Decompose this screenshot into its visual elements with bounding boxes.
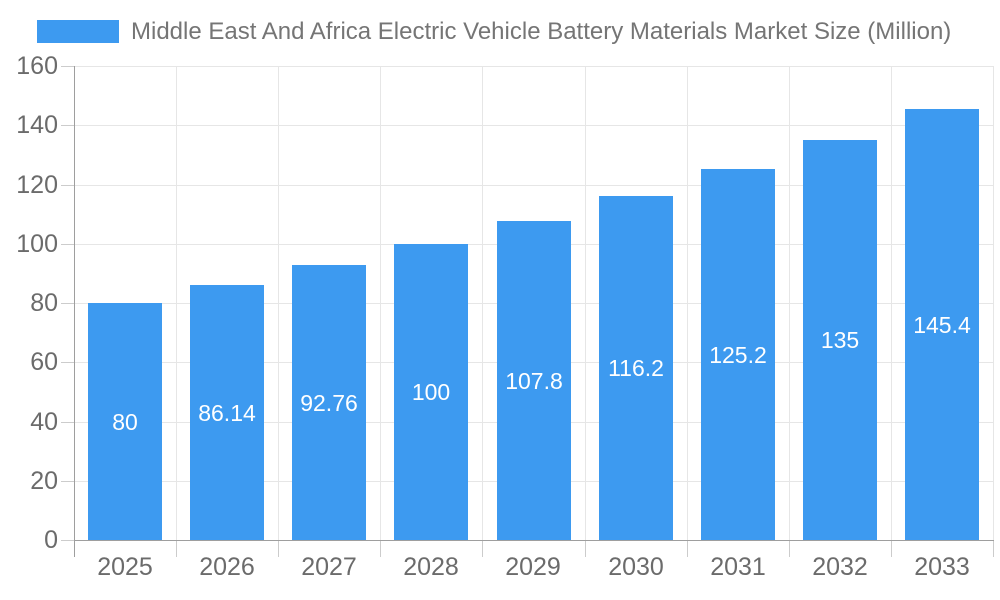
bar-2027[interactable] [292,265,366,540]
bar-2026[interactable] [190,285,264,540]
x-axis-tick-label: 2026 [199,553,255,581]
y-axis-tick-mark [61,540,74,541]
vertical-gridline [687,66,688,540]
y-axis-tick-label: 60 [30,348,58,376]
x-axis-tick-mark [993,540,994,557]
vertical-gridline [891,66,892,540]
y-axis-tick-mark [61,481,74,482]
y-axis-tick-label: 140 [16,111,58,139]
y-axis-line [74,66,75,557]
x-axis-tick-label: 2025 [97,553,153,581]
x-axis-tick-mark [176,540,177,557]
x-axis-tick-label: 2030 [608,553,664,581]
bar-value-label: 80 [112,409,138,435]
vertical-gridline [482,66,483,540]
y-axis-tick-label: 160 [16,52,58,80]
y-axis-tick-mark [61,66,74,67]
bar-2029[interactable] [497,221,571,540]
bar-value-label: 107.8 [505,368,563,394]
x-axis-tick-label: 2027 [301,553,357,581]
x-axis-tick-label: 2033 [914,553,970,581]
bar-value-label: 135 [820,327,860,353]
y-axis-tick-mark [61,303,74,304]
bar-value-label: 86.14 [198,400,256,426]
vertical-gridline [993,66,994,540]
legend-series-label: Middle East And Africa Electric Vehicle … [131,18,952,45]
x-axis-line [74,540,994,541]
x-axis-tick-mark [585,540,586,557]
bar-value-label: 100 [411,379,451,405]
y-axis-tick-label: 80 [30,289,58,317]
x-axis-tick-label: 2028 [403,553,459,581]
bar-2025[interactable] [88,303,162,540]
vertical-gridline [789,66,790,540]
x-axis-tick-mark [891,540,892,557]
bar-value-label: 116.2 [608,355,664,381]
y-axis-tick-label: 100 [16,230,58,258]
vertical-gridline [585,66,586,540]
y-axis-tick-label: 40 [30,408,58,436]
x-axis-tick-label: 2032 [812,553,868,581]
bar-2028[interactable] [394,244,468,540]
x-axis-tick-mark [380,540,381,557]
y-axis-tick-mark [61,362,74,363]
y-axis-tick-mark [61,422,74,423]
horizontal-gridline [74,125,993,126]
x-axis-tick-mark [687,540,688,557]
bar-2030[interactable] [599,196,673,540]
x-axis-tick-mark [789,540,790,557]
y-axis-tick-label: 0 [44,526,58,554]
horizontal-gridline [74,185,993,186]
bar-value-label: 92.76 [300,390,358,416]
x-axis-tick-label: 2029 [505,553,561,581]
horizontal-gridline [74,66,993,67]
x-axis-tick-mark [482,540,483,557]
x-axis-tick-mark [278,540,279,557]
y-axis-tick-mark [61,185,74,186]
vertical-gridline [176,66,177,540]
bar-value-label: 145.4 [913,312,971,338]
y-axis-tick-label: 120 [16,171,58,199]
bar-2031[interactable] [701,169,775,540]
bar-2032[interactable] [803,140,877,540]
legend-swatch [37,20,119,43]
bar-value-label: 125.2 [709,342,767,368]
bar-2033[interactable] [905,109,979,540]
vertical-gridline [380,66,381,540]
y-axis-tick-mark [61,125,74,126]
y-axis-tick-label: 20 [30,467,58,495]
y-axis-tick-mark [61,244,74,245]
vertical-gridline [278,66,279,540]
x-axis-tick-label: 2031 [710,553,766,581]
